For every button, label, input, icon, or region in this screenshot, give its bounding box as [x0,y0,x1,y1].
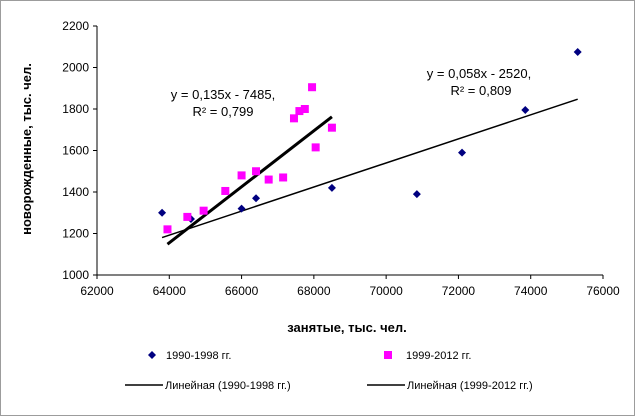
point-1999-2012 [252,167,261,176]
x-tick-label: 68000 [297,284,331,298]
point-1990-1998 [158,208,167,217]
x-tick-label: 74000 [514,284,548,298]
point-1990-1998 [327,183,336,192]
x-tick-label: 72000 [442,284,476,298]
point-1999-2012 [295,107,304,116]
point-1999-2012 [163,225,172,234]
legend: 1990-1998 гг. 1999-2012 гг. Линейная (19… [125,350,533,392]
trendlines [161,98,578,246]
y-tick-label: 1400 [62,185,89,199]
point-1999-2012 [183,212,192,221]
x-tick-label: 64000 [153,284,187,298]
point-1990-1998 [521,106,530,115]
trend-1990-equation: y = 0,058x - 2520, [427,66,531,81]
plot-area [93,25,604,279]
point-1990-1998 [458,148,467,157]
point-1999-2012 [308,83,317,92]
point-1999-2012 [300,105,309,113]
trend-1999-equation: y = 0,135x - 7485, [171,87,275,102]
point-1999-2012 [264,175,273,184]
y-tick-label: 2200 [62,19,89,33]
legend-marker-1999-square [384,351,392,359]
point-1999-2012 [279,173,288,182]
point-1999-2012 [221,186,230,195]
legend-label-1990: 1990-1998 гг. [166,350,231,362]
point-1990-1998 [412,190,421,199]
point-1990-1998 [237,204,246,213]
y-tick-label: 1200 [62,227,89,241]
y-axis-title: новорожденные, тыс. чел. [19,63,34,235]
x-tick-label: 70000 [369,284,403,298]
x-axis-title: занятые, тыс. чел. [287,320,406,335]
x-tick-label: 66000 [225,284,259,298]
legend-marker-1990-diamond [148,351,156,359]
point-1990-1998 [573,47,582,56]
point-1990-1998 [252,194,261,203]
y-tick-label: 1000 [62,268,89,282]
trendline-1999-2012 [166,115,333,246]
x-tick-labels: 62000 64000 66000 68000 70000 72000 74000 76000 [80,284,620,298]
point-1999-2012 [199,206,208,215]
y-tick-labels: 1000 1200 1400 1600 1800 2000 2200 [62,19,89,282]
data-points [158,47,582,234]
trend-1990-r2: R² = 0,809 [450,83,511,98]
point-1999-2012 [237,171,246,180]
point-1999-2012 [327,123,336,132]
trend-1999-r2: R² = 0,799 [192,104,253,119]
point-1999-2012 [311,143,320,152]
x-tick-label: 76000 [586,284,620,298]
legend-label-trend-1990: Линейная (1990-1998 гг.) [165,380,291,392]
y-tick-label: 2000 [62,61,89,75]
trendline-1990-1998 [161,98,578,239]
x-tick-label: 62000 [80,284,114,298]
legend-label-1999: 1999-2012 гг. [406,350,471,362]
y-tick-label: 1600 [62,144,89,158]
y-tick-label: 1800 [62,102,89,116]
legend-label-trend-1999: Линейная (1999-2012 гг.) [407,380,533,392]
point-1999-2012 [289,114,298,123]
